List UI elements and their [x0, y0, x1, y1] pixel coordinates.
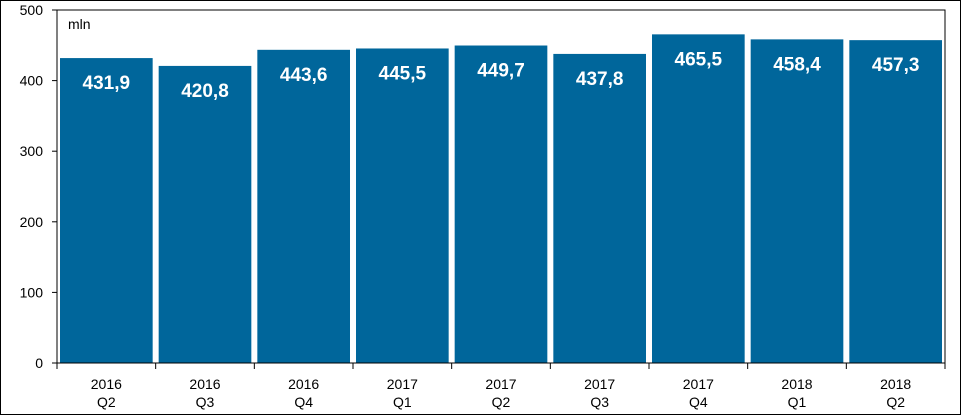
x-tick-label-quarter: Q2	[97, 394, 116, 410]
axes-group: 0 100 200 300 400 500 2016 Q2 2016 Q3 2016 Q4 2017 Q1…	[20, 2, 946, 410]
y-tick-label: 200	[20, 214, 44, 230]
bar	[356, 48, 449, 364]
data-label: 420,8	[181, 81, 229, 102]
x-tick-label-quarter: Q3	[590, 394, 609, 410]
x-tick-label-year: 2016	[189, 376, 220, 392]
data-label: 437,8	[576, 69, 624, 90]
y-tick-label: 500	[20, 2, 44, 18]
x-tick-label-quarter: Q4	[294, 394, 313, 410]
x-tick-label-quarter: Q2	[886, 394, 905, 410]
data-label: 457,3	[872, 55, 920, 76]
x-tick-label-year: 2016	[91, 376, 122, 392]
y-tick-label: 400	[20, 73, 44, 89]
bar	[158, 65, 252, 364]
bars-group	[60, 34, 942, 364]
bar	[257, 49, 350, 364]
x-tick-label-year: 2018	[781, 376, 812, 392]
x-tick-label-quarter: Q1	[788, 394, 807, 410]
bar	[750, 39, 844, 363]
x-tick-label-year: 2016	[288, 376, 319, 392]
unit-label: mln	[68, 16, 91, 32]
data-label: 465,5	[675, 49, 723, 70]
x-tick-label-year: 2017	[387, 376, 418, 392]
x-tick-label-year: 2018	[880, 376, 911, 392]
y-tick-label: 100	[20, 284, 44, 300]
y-tick-label: 0	[35, 355, 43, 371]
x-tick-label-year: 2017	[584, 376, 615, 392]
bar	[454, 45, 548, 363]
data-label: 443,6	[280, 65, 328, 86]
x-tick-label-year: 2017	[683, 376, 714, 392]
data-label: 449,7	[477, 61, 525, 82]
bar	[60, 58, 153, 363]
x-tick-label-quarter: Q1	[393, 394, 412, 410]
bar	[652, 34, 745, 364]
bar	[849, 40, 942, 363]
plot-area-border	[56, 9, 946, 364]
x-tick-label-quarter: Q2	[492, 394, 511, 410]
x-tick-label-year: 2017	[485, 376, 516, 392]
bar	[553, 53, 646, 363]
data-label: 458,4	[773, 54, 821, 75]
x-tick-label-quarter: Q3	[196, 394, 215, 410]
y-tick-label: 300	[20, 143, 44, 159]
data-label: 431,9	[83, 73, 131, 94]
data-label: 445,5	[379, 63, 427, 84]
x-tick-label-quarter: Q4	[689, 394, 708, 410]
data-labels-group: 431,9 420,8 443,6 445,5 449,7 437,8 465,5 458,4…	[83, 49, 920, 102]
